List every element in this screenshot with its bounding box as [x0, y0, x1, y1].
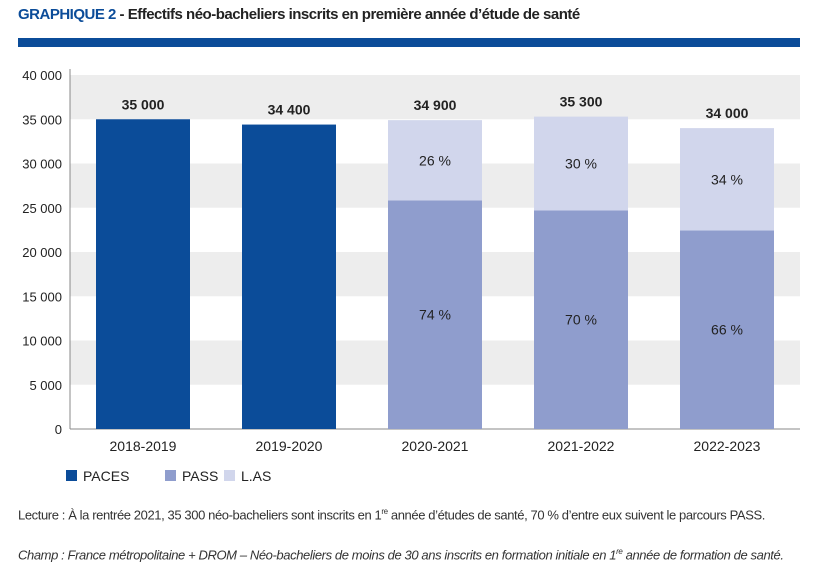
bar-pass [534, 210, 628, 429]
chart-number: GRAPHIQUE 2 [18, 6, 116, 23]
bar-las [388, 120, 482, 201]
y-tick-label: 10 000 [22, 334, 62, 349]
x-tick-label: 2022-2023 [694, 438, 761, 454]
segment-label: 66 % [711, 322, 743, 338]
x-tick-label: 2020-2021 [402, 438, 469, 454]
chart-title: GRAPHIQUE 2 - Effectifs néo-bacheliers i… [18, 6, 580, 23]
bar-las [680, 128, 774, 231]
x-tick-label: 2019-2020 [256, 438, 323, 454]
bar-pass [388, 200, 482, 429]
total-label: 34 000 [706, 105, 749, 121]
legend-swatch-pass [165, 470, 176, 481]
scope-note: Champ : France métropolitaine + DROM – N… [18, 547, 784, 563]
bar-paces [242, 124, 336, 429]
segment-label: 26 % [419, 152, 451, 168]
bar-las [534, 116, 628, 211]
y-tick-label: 15 000 [22, 289, 62, 304]
segment-label: 30 % [565, 155, 597, 171]
bar-pass [680, 230, 774, 429]
y-tick-label: 40 000 [22, 68, 62, 83]
total-label: 34 900 [414, 97, 457, 113]
chart-title-text: Effectifs néo-bacheliers inscrits en pre… [127, 6, 581, 23]
x-tick-label: 2018-2019 [110, 438, 177, 454]
legend-label: PASS [182, 468, 218, 484]
y-tick-label: 25 000 [22, 201, 62, 216]
segment-label: 34 % [711, 171, 743, 187]
segment-label: 70 % [565, 312, 597, 328]
legend-swatch-las [224, 470, 235, 481]
title-rule [18, 38, 800, 47]
grid-band [70, 75, 800, 120]
legend-label: PACES [83, 468, 129, 484]
reading-note: Lecture : À la rentrée 2021, 35 300 néo-… [18, 507, 765, 523]
total-label: 35 000 [122, 96, 165, 112]
y-tick-label: 0 [55, 422, 62, 437]
x-tick-label: 2021-2022 [548, 438, 615, 454]
y-tick-label: 20 000 [22, 245, 62, 260]
bar-paces [96, 119, 190, 429]
total-label: 34 400 [268, 102, 311, 118]
y-tick-label: 5 000 [29, 378, 62, 393]
y-tick-label: 30 000 [22, 157, 62, 172]
title-separator: - [115, 6, 128, 23]
stacked-bar-chart: 0 5 000 10 000 15 000 20 000 25 000 30 000 35 0… [22, 68, 800, 484]
y-tick-label: 35 000 [22, 112, 62, 127]
legend-swatch-paces [66, 470, 77, 481]
legend-label: L.AS [241, 468, 271, 484]
total-label: 35 300 [560, 94, 603, 110]
segment-label: 74 % [419, 307, 451, 323]
